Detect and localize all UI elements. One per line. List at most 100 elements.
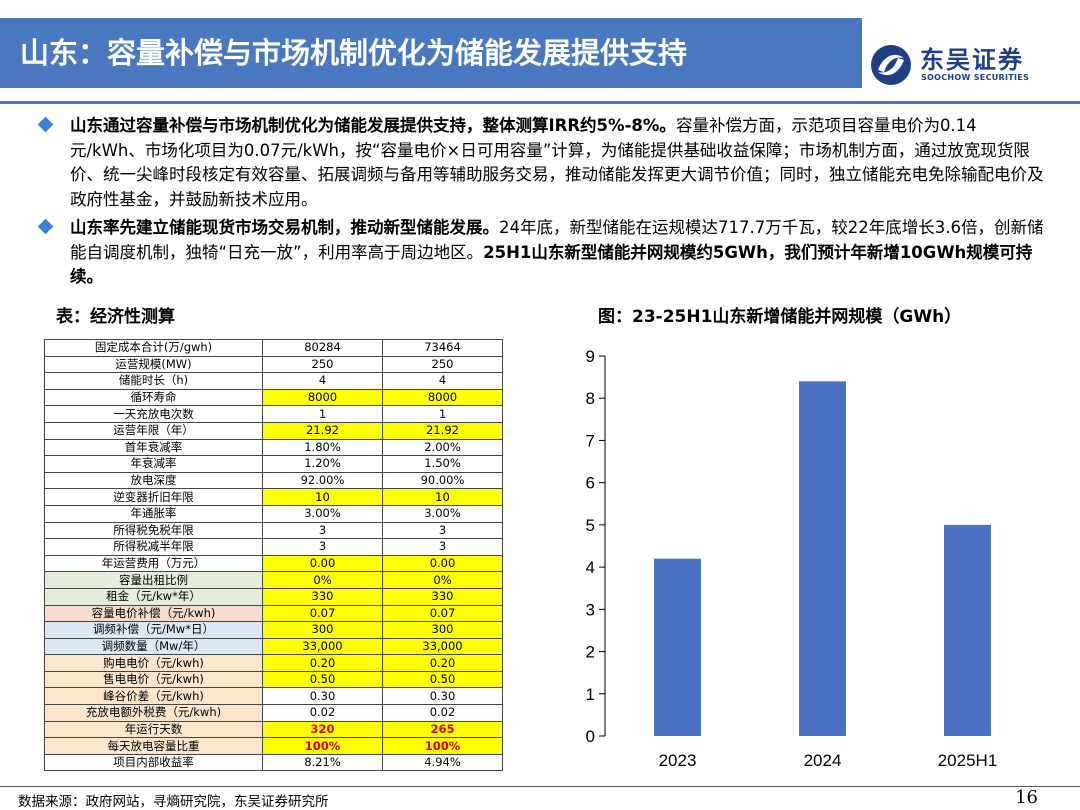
economics-table: 固定成本合计(万/gwh) 80284 73464 运营规模(MW) 250 250 储能时… (44, 339, 503, 772)
row-value: 3 (262, 538, 383, 556)
table-row: 年通胀率 3.00% 3.00% (44, 504, 503, 523)
row-value: 8000 (382, 388, 503, 407)
row-label: 充放电额外税费（元/kwh) (44, 704, 263, 722)
bullet-tail: 25H1山东新型储能并网规模约5GWh，我们预计年新增10GWh规模可持续。 (70, 242, 1033, 287)
bullet-body: 24年底，新型储能在运规模达717.7万千瓦，较22年底增长3.6倍，创新储能自… (70, 218, 1044, 262)
row-value: 0.50 (382, 670, 503, 689)
table-row: 调频数量（Mw/年） 33,000 33,000 (44, 637, 503, 656)
table-row: 运营年限（年） 21.92 21.92 (44, 421, 503, 440)
row-value: 1 (382, 405, 503, 423)
table-row: 所得税减半年限 3 3 (44, 538, 503, 556)
row-value: 100% (382, 737, 503, 755)
row-value: 21.92 (262, 421, 383, 440)
row-value: 4 (382, 372, 503, 390)
row-label: 所得税免税年限 (44, 521, 263, 540)
table-row: 运营规模(MW) 250 250 (44, 355, 503, 374)
bullet-text: 山东率先建立储能现货市场交易机制，推动新型储能发展。24年底，新型储能在运规模达… (70, 216, 1050, 290)
row-value: 0% (262, 571, 383, 589)
row-label: 租金（元/kw*年） (44, 587, 263, 606)
table-row: 年运营费用（万元） 0.00 0.00 (44, 554, 503, 573)
table-row: 首年衰减率 1.80% 2.00% (44, 438, 503, 457)
row-value: 3 (382, 538, 503, 556)
title-bar: 山东：容量补偿与市场机制优化为储能发展提供支持 (0, 18, 862, 88)
chart-title: 图：23-25H1山东新增储能并网规模（GWh） (598, 307, 962, 327)
bullet-lead: 山东率先建立储能现货市场交易机制，推动新型储能发展。 (70, 218, 499, 237)
table-row: 售电电价（元/kwh) 0.50 0.50 (44, 670, 503, 689)
row-value: 100% (262, 737, 383, 755)
row-label: 循环寿命 (44, 388, 263, 407)
table-row: 购电电价（元/kwh) 0.20 0.20 (44, 654, 503, 672)
diamond-bullet-icon (37, 218, 54, 235)
row-value: 0.30 (262, 687, 383, 706)
y-tick-label: 7 (586, 431, 595, 450)
table-row: 储能时长（h) 4 4 (44, 372, 503, 390)
row-label: 售电电价（元/kwh) (44, 670, 263, 689)
row-value: 8.21% (262, 753, 383, 772)
y-tick-label: 2 (586, 643, 595, 662)
row-value: 320 (262, 720, 383, 739)
row-label: 首年衰减率 (44, 438, 263, 457)
row-label: 年运行天数 (44, 720, 263, 739)
row-label: 储能时长（h) (44, 372, 263, 390)
y-tick-label: 6 (586, 474, 595, 493)
table-row: 充放电额外税费（元/kwh) 0.02 0.02 (44, 704, 503, 722)
row-value: 33,000 (262, 637, 383, 656)
row-label: 逆变器折旧年限 (44, 488, 263, 506)
row-value: 1.50% (382, 455, 503, 473)
table-row: 年运行天数 320 265 (44, 720, 503, 739)
table-row: 项目内部收益率 8.21% 4.94% (44, 753, 503, 772)
row-value: 10 (382, 488, 503, 506)
row-label: 容量出租比例 (44, 571, 263, 589)
row-value: 0.07 (382, 604, 503, 623)
company-logo: 东吴证券 SOOCHOW SECURITIES (870, 40, 1070, 90)
row-value: 330 (382, 587, 503, 606)
row-value: 0.02 (382, 704, 503, 722)
bar-2023 (654, 558, 701, 736)
table-row: 峰谷价差（元/kwh) 0.30 0.30 (44, 687, 503, 706)
footer-divider (0, 786, 1080, 787)
x-tick-label: 2025H1 (938, 751, 998, 770)
row-label: 峰谷价差（元/kwh) (44, 687, 263, 706)
row-label: 调频数量（Mw/年） (44, 637, 263, 656)
page-number: 16 (1015, 787, 1038, 808)
page-title: 山东：容量补偿与市场机制优化为储能发展提供支持 (20, 36, 688, 70)
row-value: 0.07 (262, 604, 383, 623)
bullet-text: 山东通过容量补偿与市场机制优化为储能发展提供支持，整体测算IRR约5%-8%。容… (70, 114, 1050, 212)
row-value: 330 (262, 587, 383, 606)
row-value: 0.00 (262, 554, 383, 573)
row-value: 21.92 (382, 421, 503, 440)
row-label: 项目内部收益率 (44, 753, 263, 772)
row-label: 一天充放电次数 (44, 405, 263, 423)
row-value: 90.00% (382, 471, 503, 490)
bullet-capacity-compensation: 山东通过容量补偿与市场机制优化为储能发展提供支持，整体测算IRR约5%-8%。容… (37, 114, 1050, 212)
row-value: 250 (262, 355, 383, 374)
y-tick-label: 4 (586, 558, 595, 577)
bar-2024 (799, 381, 846, 736)
row-value: 300 (382, 621, 503, 639)
row-label: 所得税减半年限 (44, 538, 263, 556)
table-row: 容量出租比例 0% 0% (44, 571, 503, 589)
table-row: 容量电价补偿（元/kwh) 0.07 0.07 (44, 604, 503, 623)
table-row: 放电深度 92.00% 90.00% (44, 471, 503, 490)
row-label: 每天放电容量比重 (44, 737, 263, 755)
row-value: 2.00% (382, 438, 503, 457)
y-tick-label: 9 (586, 347, 595, 366)
row-value: 300 (262, 621, 383, 639)
logo-text-en: SOOCHOW SECURITIES (921, 73, 1030, 82)
row-value: 0.02 (262, 704, 383, 722)
table-row: 年衰减率 1.20% 1.50% (44, 455, 503, 473)
y-tick-label: 0 (586, 727, 595, 746)
grid-capacity-bar-chart: 0 1 2 3 4 5 6 7 8 9 2023 2024 2025H1 (586, 347, 998, 770)
row-value: 73464 (382, 339, 503, 357)
economics-table-body: 固定成本合计(万/gwh) 80284 73464 运营规模(MW) 250 250 储能时… (44, 339, 503, 772)
row-value: 3 (382, 521, 503, 540)
bullet-spot-market: 山东率先建立储能现货市场交易机制，推动新型储能发展。24年底，新型储能在运规模达… (37, 216, 1050, 290)
table-row: 一天充放电次数 1 1 (44, 405, 503, 423)
row-label: 年衰减率 (44, 455, 263, 473)
diamond-bullet-icon (37, 116, 54, 133)
row-value: 0.00 (382, 554, 503, 573)
table-row: 租金（元/kw*年） 330 330 (44, 587, 503, 606)
row-value: 8000 (262, 388, 383, 407)
row-value: 3.00% (382, 504, 503, 523)
row-value: 1.20% (262, 455, 383, 473)
